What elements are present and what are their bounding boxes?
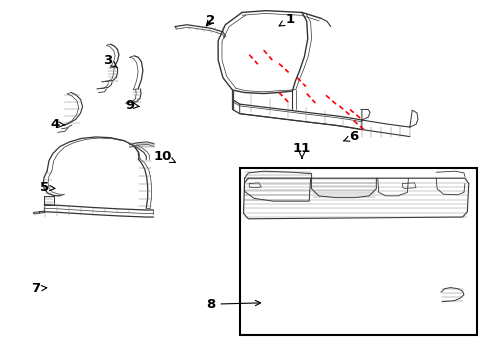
Text: 4: 4 (50, 118, 65, 131)
Text: 9: 9 (124, 99, 140, 112)
Bar (239, 168, 476, 335)
Text: 2: 2 (206, 14, 215, 27)
Text: 10: 10 (154, 149, 175, 163)
Text: 8: 8 (206, 298, 260, 311)
Text: 11: 11 (292, 143, 310, 158)
Text: 3: 3 (103, 54, 117, 68)
Text: 7: 7 (31, 282, 47, 295)
Text: 5: 5 (40, 181, 55, 194)
Text: 1: 1 (279, 13, 294, 26)
Text: 6: 6 (343, 130, 358, 143)
